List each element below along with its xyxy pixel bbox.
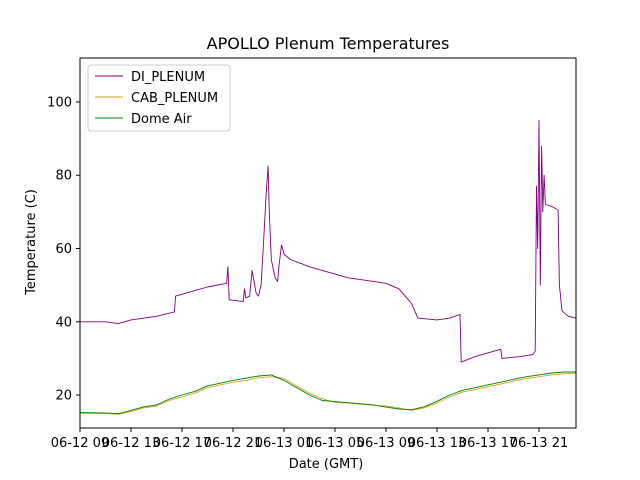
- x-tick-label-9: 06-13 21: [510, 436, 568, 451]
- series-line-2: [79, 371, 576, 415]
- x-tick-label-1: 06-12 13: [102, 436, 160, 451]
- y-tick-label-0: 20: [55, 389, 72, 404]
- y-tick-label-1: 40: [55, 315, 72, 330]
- legend-entry-2: Dome Air: [131, 112, 192, 127]
- x-tick-label-4: 06-13 01: [255, 436, 313, 451]
- series-line-0: [80, 119, 577, 363]
- x-tick-label-5: 06-13 05: [306, 436, 364, 451]
- chart-title: APOLLO Plenum Temperatures: [207, 34, 450, 53]
- y-tick-label-3: 80: [55, 169, 72, 184]
- y-tick-label-2: 60: [55, 242, 72, 257]
- plot-frame: [79, 57, 577, 429]
- y-tick-label-4: 100: [47, 95, 72, 110]
- legend-entry-0: DI_PLENUM: [131, 70, 205, 85]
- x-tick-label-7: 06-13 13: [408, 436, 466, 451]
- series-layer: [79, 119, 577, 415]
- x-tick-label-3: 06-12 21: [204, 436, 262, 451]
- x-tick-label-8: 06-13 17: [459, 436, 517, 451]
- series-line-1: [80, 372, 577, 415]
- y-axis-label: Temperature (C): [24, 189, 39, 296]
- legend: DI_PLENUM CAB_PLENUM Dome Air: [87, 64, 231, 132]
- x-tick-label-2: 06-12 17: [153, 436, 211, 451]
- y-axis: 20 40 60 80 100: [47, 95, 80, 404]
- x-axis-label: Date (GMT): [289, 457, 364, 472]
- legend-entry-1: CAB_PLENUM: [131, 91, 218, 106]
- x-tick-label-6: 06-13 09: [357, 436, 415, 451]
- legend-box: [87, 64, 231, 132]
- x-tick-label-0: 06-12 09: [51, 436, 109, 451]
